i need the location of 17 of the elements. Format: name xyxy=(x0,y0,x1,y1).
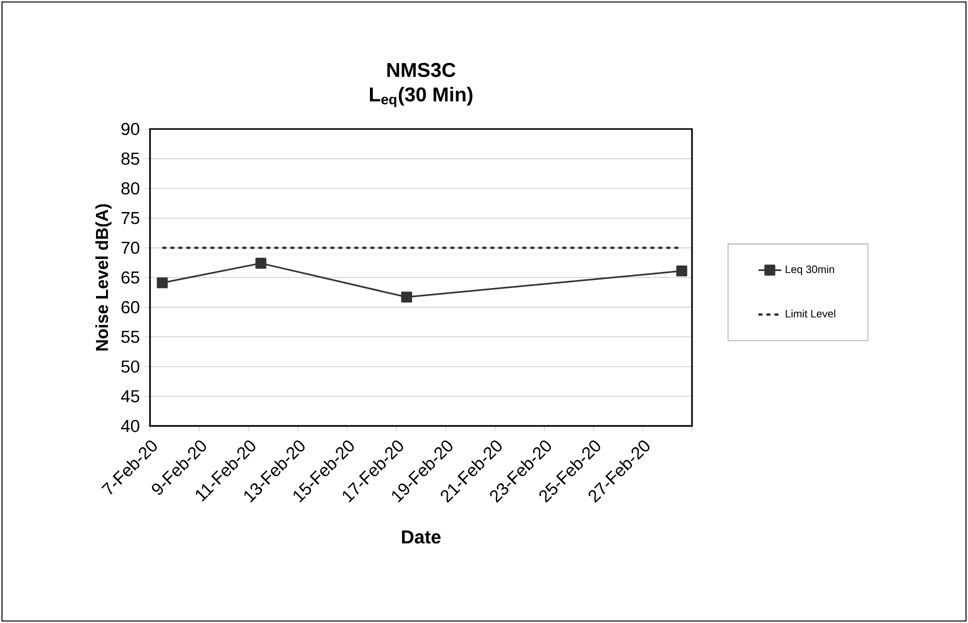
y-tick-label: 80 xyxy=(121,182,140,195)
y-tick-label: 45 xyxy=(121,390,140,402)
chart-subtitle: L$_{eq}$(30 Min) xyxy=(370,86,472,108)
y-tick-label: 90 xyxy=(121,122,140,136)
y-axis-title: Noise Level dB(A) xyxy=(95,204,112,350)
x-axis-title: Date xyxy=(402,530,441,544)
y-tick-label: 50 xyxy=(121,360,140,373)
y-tick-label: 85 xyxy=(121,152,140,165)
y-tick-label: 40 xyxy=(121,420,140,432)
legend-label: Leq 30min xyxy=(786,265,834,276)
y-tick-label: 65 xyxy=(122,271,140,284)
chart-title: NMS3C xyxy=(387,62,456,78)
y-tick-label: 60 xyxy=(122,301,140,314)
legend-label: Limit Level xyxy=(786,310,836,318)
y-tick-label: 70 xyxy=(122,242,140,254)
y-tick-label: 55 xyxy=(121,330,140,343)
y-tick-label: 75 xyxy=(122,212,140,224)
